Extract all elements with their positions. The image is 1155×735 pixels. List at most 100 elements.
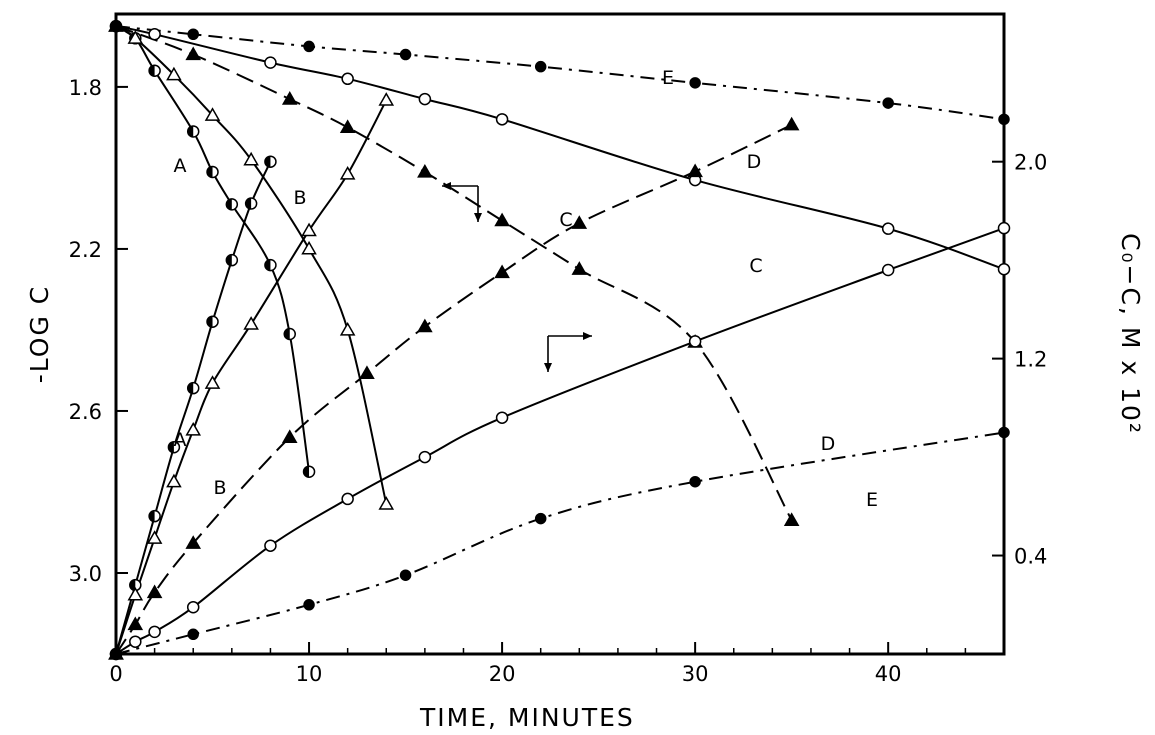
conversion-series-b-point — [166, 473, 182, 488]
conversion-series-e-point — [998, 426, 1010, 439]
log-series-e-point — [882, 97, 894, 109]
marker-triangle — [127, 30, 144, 44]
marker-triangle — [378, 496, 395, 510]
conversion-series-e-point — [187, 628, 199, 641]
conversion-series-c-point — [127, 616, 144, 631]
conversion-series-d-point — [148, 625, 161, 639]
marker-dot — [399, 569, 412, 581]
conversion-series-b-point — [378, 92, 395, 106]
conversion-series-c-point — [359, 365, 375, 380]
marker-dot — [418, 92, 432, 106]
marker-dot — [881, 222, 895, 235]
conversion-series-a-point — [167, 440, 181, 454]
conversion-series-a-point — [148, 509, 161, 523]
conversion-series-a-point — [186, 381, 200, 395]
conversion-series-e-line — [116, 431, 1004, 654]
marker-dot — [187, 628, 199, 641]
conversion-series-b-point — [146, 530, 163, 544]
lower-curve-label-c: C — [749, 255, 762, 277]
log-series-c-point — [494, 212, 510, 227]
marker-dot — [997, 262, 1011, 276]
marker-half — [264, 259, 271, 271]
conversion-series-d-point — [186, 600, 200, 614]
conversion-series-b-point — [127, 586, 144, 601]
left-tick-label: 2.6 — [69, 400, 102, 424]
marker-dot — [399, 48, 412, 61]
left-tick-label: 3.0 — [69, 562, 102, 586]
marker-half — [226, 254, 232, 266]
conversion-series-a-point — [129, 578, 142, 592]
conversion-series-d-line — [116, 227, 1004, 654]
log-series-c-point — [339, 119, 356, 134]
log-series-b-point — [166, 66, 182, 81]
log-series-c-line — [116, 25, 793, 521]
log-series-e-point — [534, 60, 547, 73]
marker-triangle — [494, 264, 510, 279]
left-axis-arrow — [442, 182, 478, 190]
conversion-series-e-point — [303, 599, 315, 611]
log-series-c-point — [185, 46, 202, 61]
conversion-series-c-line — [116, 123, 793, 654]
log-series-e-line — [116, 25, 1004, 121]
x-tick-label: 10 — [296, 662, 323, 686]
conversion-series-a-line — [116, 161, 272, 654]
marker-dot — [129, 635, 142, 648]
right-tick-label: 0.4 — [1014, 545, 1047, 569]
upper-curve-label-d: D — [747, 151, 762, 173]
marker-half — [264, 156, 271, 168]
conversion-series-c-point — [185, 535, 202, 549]
marker-triangle — [127, 586, 144, 601]
log-series-a-point — [302, 465, 316, 478]
log-series-c-point — [281, 91, 298, 105]
log-series-a-point — [264, 258, 277, 272]
log-series-d-point — [148, 28, 161, 41]
upper-curve-label-b: B — [293, 187, 306, 209]
conversion-series-a-point — [264, 155, 277, 168]
log-series-d-point — [264, 56, 277, 69]
marker-dot — [882, 97, 894, 109]
conversion-series-c-point — [494, 264, 510, 279]
marker-triangle — [339, 321, 356, 336]
marker-triangle — [301, 222, 317, 237]
marker-half — [149, 510, 155, 522]
conversion-series-d-point — [881, 263, 895, 277]
marker-triangle — [417, 163, 433, 178]
marker-triangle — [146, 530, 163, 544]
marker-triangle — [339, 165, 356, 180]
log-series-e-point — [303, 40, 315, 53]
marker-dot — [264, 56, 277, 69]
marker-dot — [110, 20, 122, 32]
log-series-e-point — [689, 77, 701, 89]
log-series-a-point — [283, 327, 296, 341]
marker-dot — [689, 475, 701, 488]
marker-dot — [998, 113, 1010, 126]
arrow-head — [474, 213, 482, 222]
lower-curve-label-e: E — [866, 489, 878, 511]
marker-triangle — [571, 215, 588, 229]
log-series-a-line — [116, 25, 310, 472]
marker-dot — [495, 113, 509, 126]
right-tick-label: 1.2 — [1014, 348, 1047, 372]
log-series-d-point — [997, 262, 1011, 276]
marker-triangle — [378, 92, 395, 106]
marker-dot — [688, 335, 702, 348]
x-tick-label: 30 — [682, 662, 709, 686]
log-series-e-point — [187, 28, 199, 41]
log-series-c-point — [417, 163, 433, 178]
conversion-series-e-point — [689, 475, 701, 488]
left-tick-label: 1.8 — [69, 76, 102, 100]
marker-dot — [303, 599, 315, 611]
marker-triangle — [243, 151, 259, 166]
log-series-b-point — [243, 151, 259, 166]
marker-triangle — [571, 261, 588, 275]
conversion-series-b-point — [301, 222, 317, 237]
conversion-series-d-point — [418, 450, 432, 464]
marker-triangle — [339, 119, 356, 134]
marker-dot — [148, 28, 161, 41]
log-series-b-point — [378, 496, 395, 510]
lower-curve-label-a: A — [174, 429, 187, 451]
conversion-series-d-point — [688, 335, 702, 348]
log-series-b-point — [204, 107, 221, 121]
conversion-series-d-point — [495, 411, 509, 424]
